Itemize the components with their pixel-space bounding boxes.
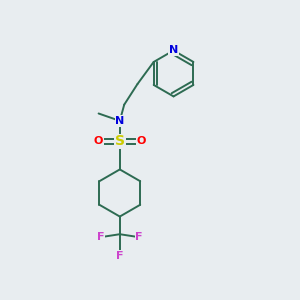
Text: F: F <box>116 251 124 261</box>
Text: N: N <box>115 116 124 126</box>
Text: S: S <box>115 134 125 148</box>
Text: O: O <box>94 136 103 146</box>
Text: F: F <box>135 232 143 242</box>
Text: F: F <box>97 232 104 242</box>
Text: O: O <box>136 136 146 146</box>
Text: N: N <box>169 46 178 56</box>
